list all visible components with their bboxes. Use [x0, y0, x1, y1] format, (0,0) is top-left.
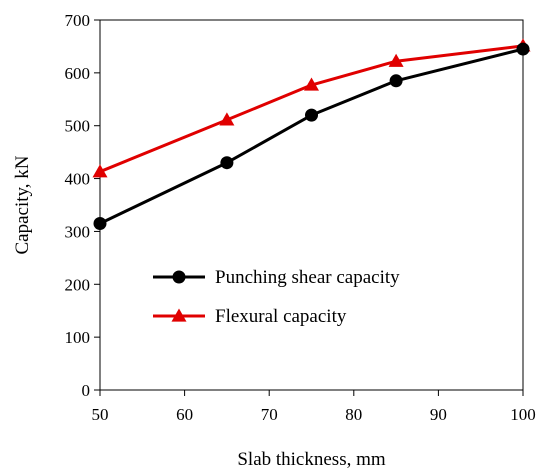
data-point [305, 108, 318, 122]
data-point [388, 53, 404, 67]
legend-label: Flexural capacity [215, 306, 347, 327]
plot-area-border [99, 19, 524, 391]
x-axis-title: Slab thickness, mm [237, 449, 386, 470]
y-tick-label: 300 [65, 222, 91, 241]
data-point [92, 164, 108, 178]
series-0 [93, 42, 530, 230]
legend-label: Punching shear capacity [215, 267, 400, 288]
y-axis-ticks: 0 100 200 300 400 500 600 700 [65, 11, 100, 400]
legend: Punching shear capacity Flexural capacity [153, 267, 400, 327]
x-tick-label: 90 [430, 405, 447, 424]
data-point [304, 77, 319, 91]
series-line [99, 47, 524, 225]
data-point [93, 217, 107, 230]
x-tick-label: 100 [510, 405, 536, 424]
x-tick-label: 80 [345, 405, 362, 424]
x-tick-label: 60 [176, 405, 193, 424]
x-tick-label: 50 [92, 405, 109, 424]
legend-marker [171, 308, 187, 322]
y-tick-label: 100 [65, 328, 91, 347]
data-point [220, 156, 234, 170]
y-axis-title: Capacity, kN [12, 155, 33, 254]
y-tick-label: 0 [82, 381, 91, 400]
y-tick-label: 600 [65, 64, 91, 83]
x-tick-label: 70 [261, 405, 278, 424]
y-tick-label: 500 [65, 117, 91, 136]
series-layer [92, 38, 531, 230]
data-point [219, 112, 235, 126]
legend-entry: Punching shear capacity [153, 267, 400, 288]
legend-marker [172, 270, 186, 284]
y-tick-label: 400 [65, 170, 91, 189]
data-point [516, 42, 530, 56]
data-point [389, 74, 403, 88]
x-axis-ticks: 50 60 70 80 90 100 [92, 390, 536, 424]
y-tick-label: 700 [65, 11, 91, 30]
y-tick-label: 200 [65, 275, 91, 294]
plot-frame [99, 19, 524, 391]
legend-entry: Flexural capacity [153, 306, 347, 327]
series-1 [92, 38, 531, 178]
